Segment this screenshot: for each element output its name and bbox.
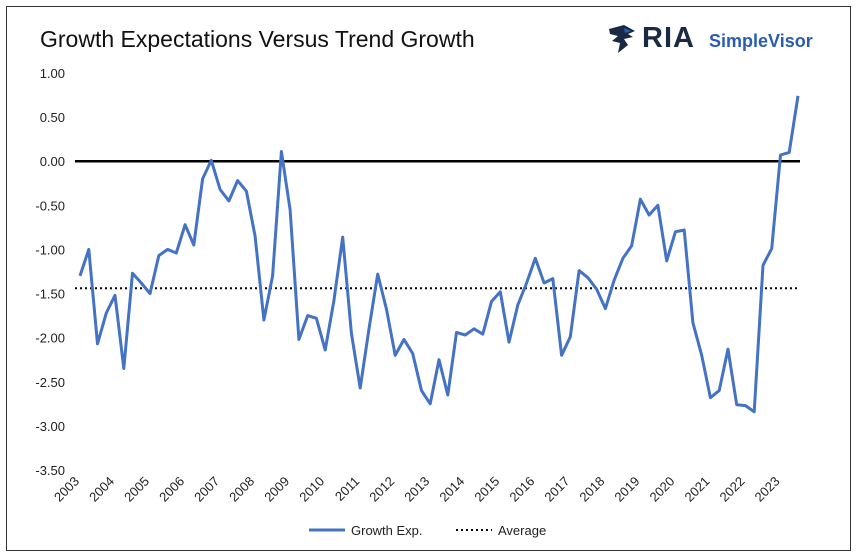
- chart-frame: [6, 6, 851, 551]
- x-tick-label: 2023: [752, 474, 783, 505]
- x-tick-label: 2011: [332, 474, 362, 504]
- brand-simplevisor: SimpleVisor: [709, 31, 813, 51]
- legend-label-average: Average: [498, 523, 546, 538]
- x-tick-label: 2021: [682, 474, 713, 505]
- series-growth-exp-line: [78, 95, 800, 414]
- y-tick-label: -1.00: [35, 242, 65, 257]
- legend: Growth Exp. Average: [309, 523, 546, 538]
- x-tick-label: 2013: [401, 474, 432, 505]
- x-tick-label: 2003: [51, 474, 82, 505]
- y-tick-label: -3.50: [35, 463, 65, 478]
- x-tick-label: 2017: [541, 474, 572, 505]
- y-tick-label: -0.50: [35, 198, 65, 213]
- y-tick-label: 0.50: [40, 110, 65, 125]
- brand-ria: RIA: [642, 22, 695, 54]
- y-tick-label: 0.00: [40, 154, 65, 169]
- legend-label-growth-exp: Growth Exp.: [351, 523, 423, 538]
- x-tick-label: 2022: [717, 474, 748, 505]
- chart-title: Growth Expectations Versus Trend Growth: [40, 26, 475, 52]
- brand-logo: RIA SimpleVisor: [606, 22, 816, 58]
- y-tick-label: -3.00: [35, 419, 65, 434]
- y-axis: 1.00 0.50 0.00 -0.50 -1.00 -1.50 -2.00 -2.50 -3.…: [35, 66, 65, 478]
- eagle-icon: [609, 25, 635, 53]
- x-tick-label: 2008: [226, 474, 257, 505]
- x-tick-label: 2005: [121, 474, 152, 505]
- x-tick-label: 2012: [366, 474, 397, 505]
- x-tick-label: 2009: [261, 474, 292, 505]
- x-tick-label: 2019: [611, 474, 642, 505]
- x-axis: 2003 2004 2005 2006 2007 2008 2009 2010 2011 2012…: [51, 474, 783, 505]
- y-tick-label: -2.50: [35, 375, 65, 390]
- x-tick-label: 2004: [86, 474, 117, 505]
- plot-area: [75, 95, 800, 414]
- x-tick-label: 2015: [471, 474, 502, 505]
- x-tick-label: 2018: [576, 474, 607, 505]
- x-tick-label: 2007: [191, 474, 222, 505]
- y-tick-label: -1.50: [35, 287, 65, 302]
- y-tick-label: 1.00: [40, 66, 65, 81]
- x-tick-label: 2010: [296, 474, 327, 505]
- x-tick-label: 2020: [646, 474, 677, 505]
- x-tick-label: 2016: [506, 474, 537, 505]
- y-tick-label: -2.00: [35, 331, 65, 346]
- x-tick-label: 2014: [436, 474, 467, 505]
- x-tick-label: 2006: [156, 474, 187, 505]
